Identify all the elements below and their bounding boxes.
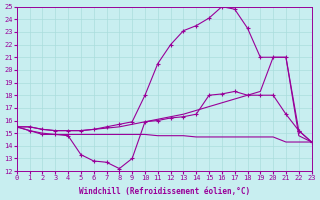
X-axis label: Windchill (Refroidissement éolien,°C): Windchill (Refroidissement éolien,°C) (79, 187, 250, 196)
